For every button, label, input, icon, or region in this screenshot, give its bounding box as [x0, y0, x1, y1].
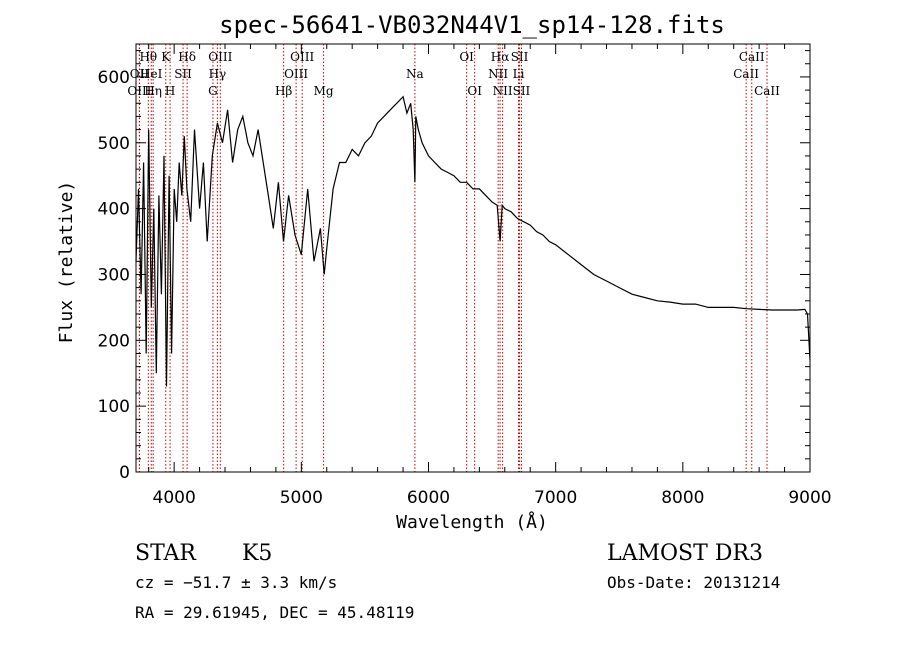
- y-tick-label: 400: [98, 200, 130, 220]
- x-tick-label: 5000: [280, 488, 323, 508]
- line-marker-label: OI: [467, 84, 482, 98]
- line-markers: [138, 44, 768, 472]
- line-marker-label: Hδ: [178, 50, 196, 64]
- survey-name: LAMOST DR3: [607, 541, 763, 566]
- line-marker-label: Hα: [491, 50, 510, 64]
- line-marker-label: OI: [459, 50, 474, 64]
- y-tick-label: 0: [119, 463, 130, 483]
- line-marker-label: Hβ: [275, 84, 292, 98]
- line-marker-label: NII: [493, 84, 513, 98]
- line-marker-label: Hη: [144, 84, 162, 98]
- y-axis-ticks: 0 100 200 300 400 500 600: [98, 50, 810, 483]
- y-axis-label: Flux (relative): [56, 181, 77, 344]
- line-marker-label: HeI: [140, 67, 163, 81]
- y-tick-label: 500: [98, 134, 130, 154]
- y-tick-label: 600: [98, 68, 130, 88]
- plot-frame: [135, 43, 811, 473]
- x-axis-label: Wavelength (Å): [396, 511, 548, 533]
- line-marker-labels: OII OIII Hθ HeI Hη K H SII Hδ Hγ OIII G Hβ OIII OIII Mg…: [127, 50, 780, 98]
- line-marker-label: CaII: [733, 67, 759, 81]
- line-marker-label: H: [165, 84, 175, 98]
- line-marker-label: Hθ: [139, 50, 157, 64]
- line-marker-label: OII: [130, 67, 150, 81]
- x-tick-label: 7000: [534, 488, 577, 508]
- x-axis-ticks: 4000 5000 6000 7000 8000 9000: [148, 44, 832, 508]
- y-tick-label: 200: [98, 331, 130, 351]
- y-tick-label: 100: [98, 397, 130, 417]
- object-subclass: K5: [242, 541, 272, 566]
- line-marker-label: Hγ: [209, 67, 227, 81]
- object-class: STAR: [135, 541, 197, 566]
- observation-date: Obs-Date: 20131214: [607, 573, 780, 592]
- line-marker-label: Na: [406, 67, 424, 81]
- x-tick-label: 9000: [788, 488, 831, 508]
- x-tick-label: 8000: [661, 488, 704, 508]
- y-tick-label: 300: [98, 265, 130, 285]
- x-tick-label: 6000: [407, 488, 450, 508]
- line-marker-label: OIII: [284, 67, 308, 81]
- coordinates: RA = 29.61945, DEC = 45.48119: [135, 603, 414, 622]
- line-marker-label: SII: [513, 84, 531, 98]
- line-marker-label: K: [161, 50, 171, 64]
- line-marker-label: SII: [511, 50, 529, 64]
- chart-title: spec-56641-VB032N44V1_sp14-128.fits: [219, 11, 725, 39]
- line-marker-label: G: [208, 84, 218, 98]
- line-marker-label: OIII: [290, 50, 314, 64]
- line-marker-label: SII: [174, 67, 192, 81]
- line-marker-label: CaII: [754, 84, 780, 98]
- line-marker-label: NII: [488, 67, 508, 81]
- redshift-velocity: cz = −51.7 ± 3.3 km/s: [135, 573, 337, 592]
- line-marker-label: CaII: [739, 50, 765, 64]
- spectrum-line: [135, 95, 811, 387]
- line-marker-label: Mg: [314, 84, 334, 98]
- x-tick-label: 4000: [153, 488, 196, 508]
- line-marker-label: OIII: [127, 84, 151, 98]
- line-marker-label: Li: [513, 67, 525, 81]
- line-marker-label: OIII: [208, 50, 232, 64]
